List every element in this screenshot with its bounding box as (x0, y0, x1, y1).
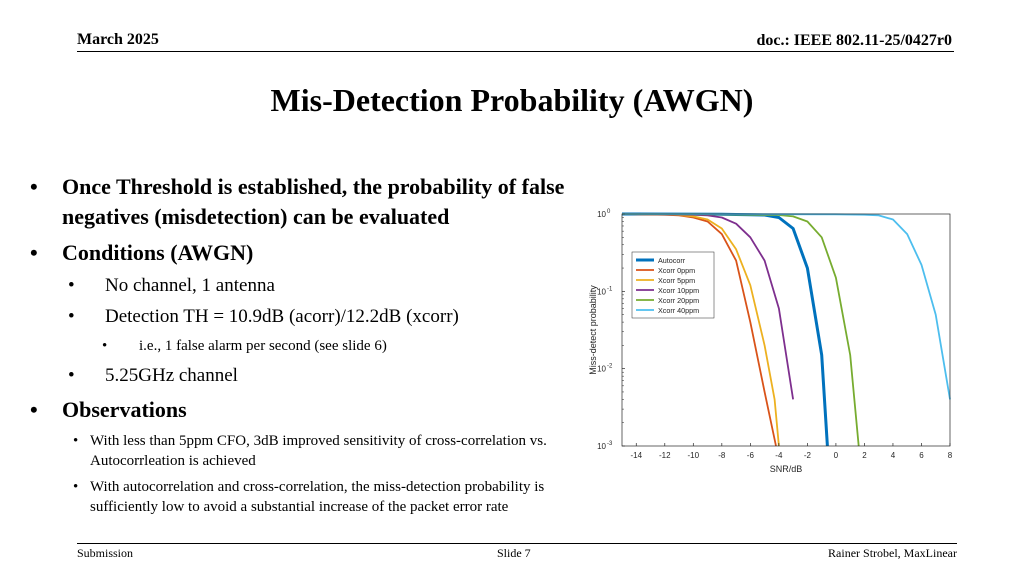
footer-slide-number: Slide 7 (497, 546, 531, 560)
bullet-observations: • Observations (30, 395, 610, 425)
bullet-text: No channel, 1 antenna (105, 275, 275, 296)
bullet-marker: • (30, 397, 38, 422)
plot-frame (621, 213, 951, 447)
condition-frequency: • 5.25GHz channel (30, 364, 610, 388)
x-tick-label: -8 (718, 451, 726, 460)
series-line-5 (621, 213, 951, 400)
observation-per: • With autocorrelation and cross-correla… (30, 477, 610, 517)
bullet-conditions: • Conditions (AWGN) (30, 238, 610, 268)
slide-title: Mis-Detection Probability (AWGN) (270, 82, 754, 118)
legend-entry: Xcorr 5ppm (658, 276, 695, 285)
series-line-2 (621, 213, 780, 447)
observation-sensitivity: • With less than 5ppm CFO, 3dB improved … (30, 431, 610, 471)
x-tick-label: 2 (862, 451, 867, 460)
condition-channel: • No channel, 1 antenna (30, 274, 610, 298)
bullet-marker: • (30, 240, 38, 265)
y-tick-exponent: -3 (607, 441, 613, 447)
bullet-text: With less than 5ppm CFO, 3dB improved se… (90, 433, 547, 469)
y-tick-label: 10 (597, 287, 606, 296)
legend-entry: Xcorr 20ppm (658, 296, 699, 305)
slide-content: • Once Threshold is established, the pro… (30, 172, 610, 523)
bullet-marker: • (73, 433, 79, 449)
bullet-text: With autocorrelation and cross-correlati… (90, 479, 545, 515)
bullet-threshold: • Once Threshold is established, the pro… (30, 172, 610, 232)
legend-box (631, 251, 715, 319)
bullet-text: 5.25GHz channel (105, 365, 238, 386)
bullet-marker: • (102, 338, 108, 354)
x-tick-label: -2 (804, 451, 812, 460)
condition-false-alarm: • i.e., 1 false alarm per second (see sl… (30, 336, 610, 356)
bullet-marker: • (30, 174, 38, 199)
bullet-marker: • (68, 306, 75, 327)
header-date: March 2025 (77, 31, 159, 48)
condition-threshold: • Detection TH = 10.9dB (acorr)/12.2dB (… (30, 305, 610, 329)
y-tick-exponent: 0 (607, 209, 611, 215)
x-tick-label: -4 (775, 451, 783, 460)
x-tick-label: 6 (919, 451, 924, 460)
bullet-marker: • (68, 365, 75, 386)
bullet-marker: • (68, 275, 75, 296)
series-line-4 (621, 213, 860, 447)
bullet-text: Once Threshold is established, the proba… (62, 174, 565, 229)
x-tick-label: 4 (891, 451, 896, 460)
legend-entry: Xcorr 10ppm (658, 286, 699, 295)
bullet-text: i.e., 1 false alarm per second (see slid… (139, 338, 387, 354)
footer-author: Rainer Strobel, MaxLinear (828, 546, 957, 560)
bullet-text: Conditions (AWGN) (62, 240, 254, 265)
y-tick-label: 10 (597, 365, 606, 374)
bullet-text: Observations (62, 397, 187, 422)
series-line-1 (621, 213, 777, 447)
footer-rule (77, 543, 957, 544)
y-tick-label: 10 (597, 442, 606, 451)
x-axis-ticks: -14 -12 -10 -8 -6 -4 -2 0 2 4 6 8 (630, 443, 953, 460)
header-doc-id: doc.: IEEE 802.11-25/0427r0 (756, 32, 952, 49)
x-tick-label: -12 (659, 451, 671, 460)
header-rule (77, 51, 954, 52)
x-tick-label: -6 (747, 451, 755, 460)
bullet-marker: • (73, 479, 79, 495)
y-tick-exponent: -1 (607, 286, 613, 292)
x-tick-label: -10 (688, 451, 700, 460)
x-tick-label: 0 (834, 451, 839, 460)
x-tick-label: 8 (948, 451, 953, 460)
bullet-text: Detection TH = 10.9dB (acorr)/12.2dB (xc… (105, 306, 459, 327)
legend-entry: Autocorr (658, 256, 686, 265)
plot-series (621, 212, 951, 447)
y-tick-label: 10 (597, 210, 606, 219)
series-line-0 (621, 212, 829, 447)
x-tick-label: -14 (630, 451, 642, 460)
x-axis-label: SNR/dB (770, 464, 803, 474)
legend-entry: Xcorr 40ppm (658, 306, 699, 315)
legend-entry: Xcorr 0ppm (658, 266, 695, 275)
y-tick-exponent: -2 (607, 364, 613, 370)
y-axis-label: Miss-detect probability (588, 285, 598, 375)
footer-submission: Submission (77, 546, 134, 560)
